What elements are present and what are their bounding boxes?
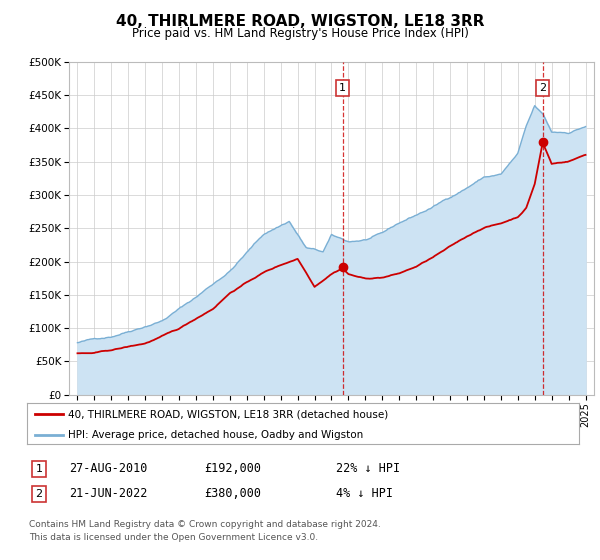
Text: 27-AUG-2010: 27-AUG-2010 — [69, 462, 148, 475]
Text: 40, THIRLMERE ROAD, WIGSTON, LE18 3RR (detached house): 40, THIRLMERE ROAD, WIGSTON, LE18 3RR (d… — [68, 409, 389, 419]
Text: 4% ↓ HPI: 4% ↓ HPI — [336, 487, 393, 501]
Text: 21-JUN-2022: 21-JUN-2022 — [69, 487, 148, 501]
Text: Price paid vs. HM Land Registry's House Price Index (HPI): Price paid vs. HM Land Registry's House … — [131, 27, 469, 40]
Text: £380,000: £380,000 — [204, 487, 261, 501]
Text: 2: 2 — [539, 83, 546, 94]
Text: Contains HM Land Registry data © Crown copyright and database right 2024.: Contains HM Land Registry data © Crown c… — [29, 520, 380, 529]
Text: 40, THIRLMERE ROAD, WIGSTON, LE18 3RR: 40, THIRLMERE ROAD, WIGSTON, LE18 3RR — [116, 14, 484, 29]
Text: 1: 1 — [339, 83, 346, 94]
Text: This data is licensed under the Open Government Licence v3.0.: This data is licensed under the Open Gov… — [29, 533, 318, 542]
Text: 2: 2 — [35, 489, 43, 499]
Text: 22% ↓ HPI: 22% ↓ HPI — [336, 462, 400, 475]
Text: £192,000: £192,000 — [204, 462, 261, 475]
Text: HPI: Average price, detached house, Oadby and Wigston: HPI: Average price, detached house, Oadb… — [68, 430, 364, 440]
Text: 1: 1 — [35, 464, 43, 474]
